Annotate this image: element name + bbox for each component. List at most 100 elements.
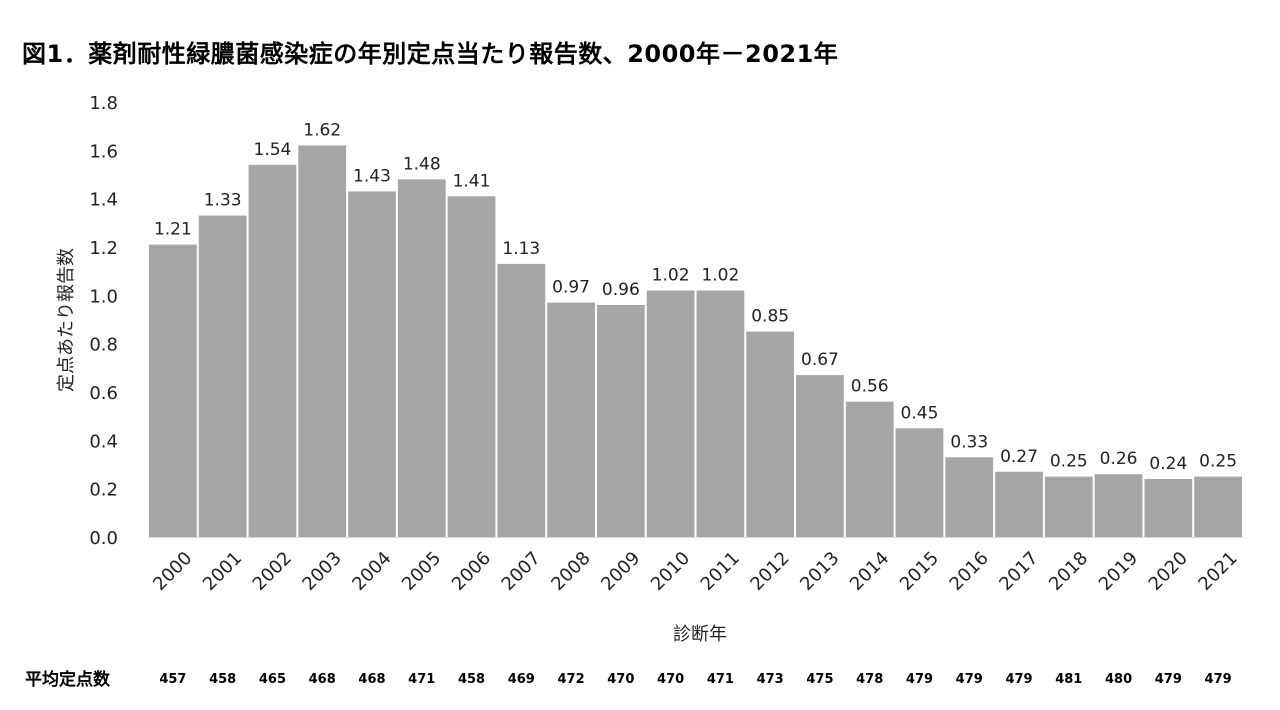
- table-value: 479: [956, 672, 983, 687]
- x-tick-label: 2007: [498, 548, 545, 595]
- table-value: 457: [159, 672, 186, 687]
- data-label: 1.48: [403, 154, 441, 174]
- x-tick-label: 2011: [697, 548, 744, 595]
- x-tick-label: 2015: [896, 548, 943, 595]
- data-label: 1.43: [353, 166, 391, 186]
- y-tick-label: 0.0: [89, 528, 118, 549]
- x-tick-label: 2021: [1194, 548, 1241, 595]
- bar: [646, 290, 695, 537]
- x-tick-label: 2006: [448, 548, 495, 595]
- x-tick-label: 2014: [846, 548, 893, 595]
- data-label: 1.54: [254, 140, 292, 160]
- data-label: 0.25: [1050, 452, 1088, 472]
- bar: [696, 290, 745, 537]
- bar: [596, 305, 645, 537]
- table-value: 458: [209, 672, 236, 687]
- data-label: 0.96: [602, 280, 640, 300]
- y-tick-label: 0.6: [89, 383, 118, 404]
- table-value: 473: [757, 672, 784, 687]
- x-tick-label: 2008: [547, 548, 594, 595]
- x-tick-label: 2012: [746, 548, 793, 595]
- table-value: 471: [408, 672, 435, 687]
- data-label: 1.62: [303, 121, 341, 141]
- y-tick-label: 0.8: [89, 335, 118, 356]
- data-label: 0.45: [901, 403, 939, 423]
- bar: [945, 457, 994, 537]
- data-label: 1.02: [701, 266, 739, 286]
- table-value: 480: [1105, 672, 1132, 687]
- bar: [149, 244, 197, 538]
- y-tick-label: 1.8: [89, 93, 118, 114]
- x-tick-label: 2003: [298, 548, 345, 595]
- bar: [497, 263, 546, 537]
- table-value: 478: [856, 672, 883, 687]
- table-value: 470: [657, 672, 684, 687]
- table-value: 468: [309, 672, 336, 687]
- x-tick-label: 2018: [1045, 548, 1092, 595]
- x-tick-label: 2013: [796, 548, 843, 595]
- table-value: 479: [906, 672, 933, 687]
- table-value: 469: [508, 672, 535, 687]
- x-axis-title: 診断年: [673, 624, 727, 645]
- y-axis-title: 定点あたり報告数: [56, 248, 77, 392]
- table-value: 479: [1155, 672, 1182, 687]
- table-value: 479: [1205, 672, 1232, 687]
- table-value: 481: [1055, 672, 1082, 687]
- x-tick-label: 2001: [199, 548, 246, 595]
- y-tick-label: 1.6: [89, 141, 118, 162]
- bar: [845, 401, 894, 537]
- bar: [995, 471, 1043, 537]
- bar: [796, 375, 844, 537]
- x-tick-label: 2002: [249, 548, 296, 595]
- data-label: 0.24: [1149, 454, 1187, 474]
- chart-title: 図1．薬剤耐性緑膿菌感染症の年別定点当たり報告数、2000年－2021年: [22, 40, 839, 68]
- y-tick-label: 0.4: [89, 431, 118, 452]
- data-label: 0.67: [801, 350, 839, 370]
- bar: [746, 331, 795, 537]
- y-tick-label: 1.4: [89, 190, 118, 211]
- table-value: 465: [259, 672, 286, 687]
- x-tick-label: 2016: [946, 548, 993, 595]
- bar: [547, 302, 595, 537]
- bar: [1044, 476, 1093, 537]
- data-label: 1.41: [453, 171, 491, 191]
- data-label: 1.13: [502, 239, 540, 259]
- data-label: 0.33: [950, 432, 988, 452]
- data-label: 0.85: [751, 307, 789, 327]
- table-value: 471: [707, 672, 734, 687]
- table-value: 472: [557, 672, 584, 687]
- data-label: 0.56: [851, 377, 889, 397]
- bar: [1094, 474, 1143, 537]
- table-value: 475: [806, 672, 833, 687]
- y-tick-label: 0.2: [89, 480, 118, 501]
- x-tick-label: 2019: [1095, 548, 1142, 595]
- x-tick-label: 2017: [995, 548, 1042, 595]
- data-label: 1.33: [204, 191, 242, 211]
- x-tick-label: 2000: [149, 548, 196, 595]
- x-tick-label: 2010: [647, 548, 694, 595]
- y-tick-label: 1.0: [89, 286, 118, 307]
- bar: [348, 191, 396, 537]
- data-label: 0.26: [1100, 449, 1138, 469]
- bar: [447, 196, 496, 537]
- bar: [1194, 476, 1242, 537]
- x-tick-label: 2020: [1145, 548, 1192, 595]
- data-label: 1.02: [652, 266, 690, 286]
- x-tick-label: 2004: [348, 548, 395, 595]
- bar: [198, 215, 247, 538]
- table-value: 458: [458, 672, 485, 687]
- data-label: 0.25: [1199, 452, 1237, 472]
- y-tick-label: 1.2: [89, 238, 118, 259]
- bar: [248, 164, 297, 538]
- data-label: 0.97: [552, 278, 590, 298]
- table-value: 479: [1005, 672, 1032, 687]
- table-value: 468: [358, 672, 385, 687]
- bar: [298, 145, 347, 537]
- table-value: 470: [607, 672, 634, 687]
- bar: [397, 179, 446, 538]
- x-tick-label: 2009: [597, 548, 644, 595]
- data-label: 0.27: [1000, 447, 1038, 467]
- table-label: 平均定点数: [25, 669, 111, 690]
- bar: [1144, 479, 1193, 537]
